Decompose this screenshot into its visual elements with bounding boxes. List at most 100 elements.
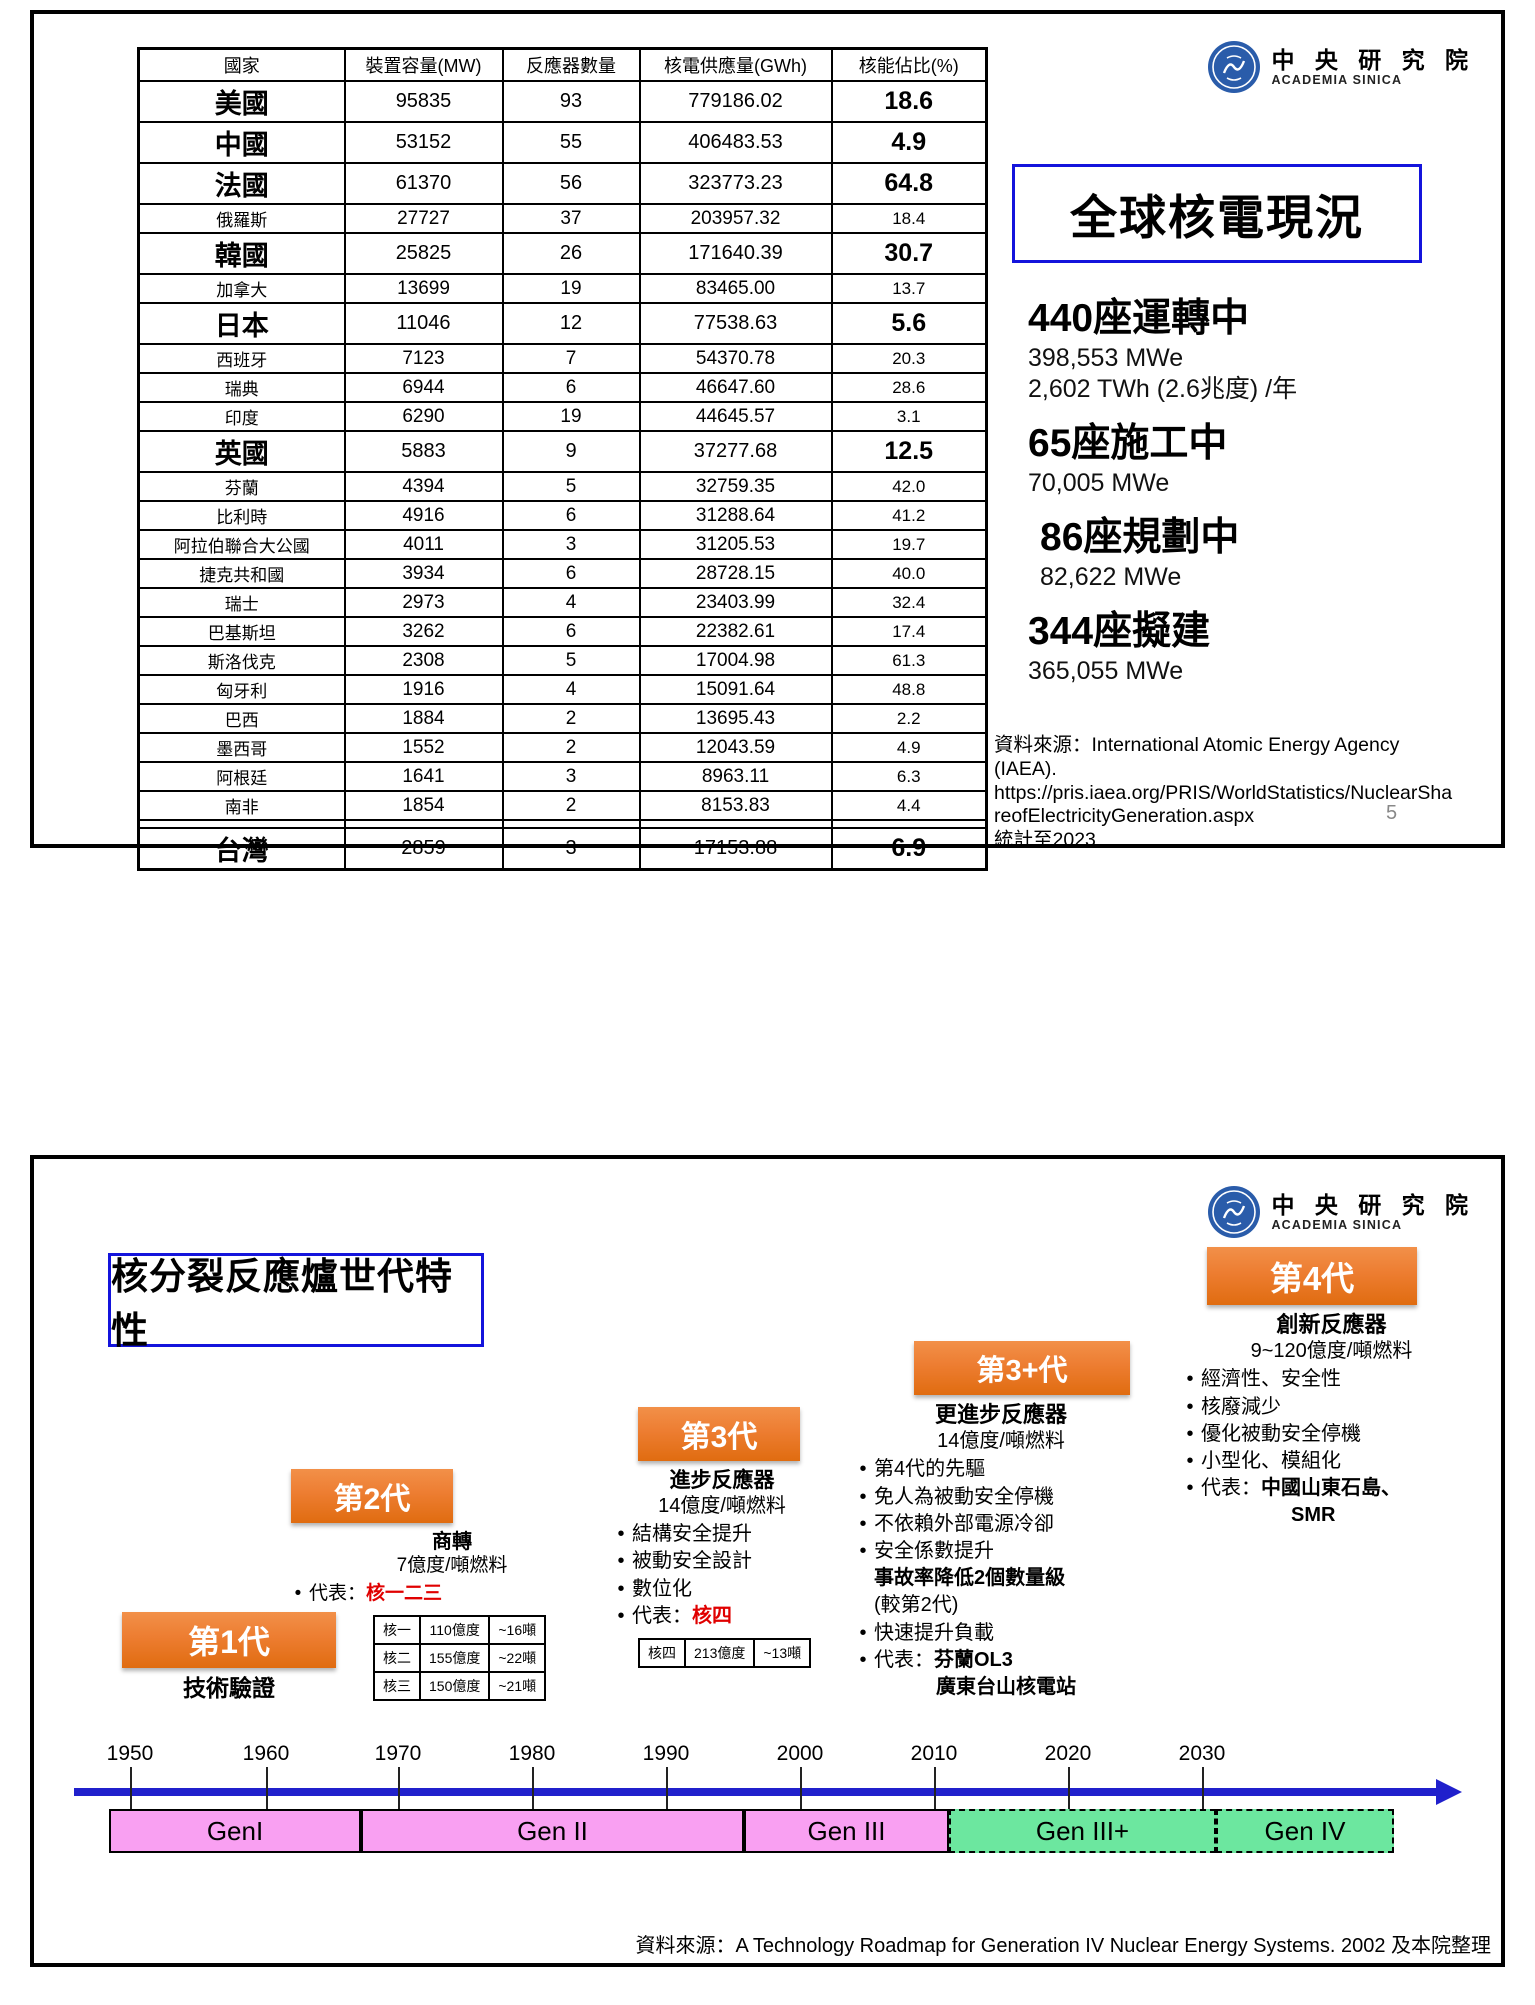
bullet-icon: • bbox=[859, 1512, 867, 1535]
stat-headline: 86座規劃中 bbox=[1040, 516, 1240, 560]
stat-headline: 65座施工中 bbox=[1028, 422, 1228, 466]
table-row: 阿根廷 1641 3 8963.11 6.3 bbox=[137, 761, 988, 792]
table-spacer-row bbox=[137, 819, 988, 829]
cell-country: 瑞士 bbox=[137, 587, 346, 618]
cell-reactors: 93 bbox=[501, 80, 641, 123]
cell-share: 18.6 bbox=[830, 80, 988, 123]
cell-reactors: 3 bbox=[501, 761, 641, 792]
cell-share: 41.2 bbox=[830, 500, 988, 531]
cell-share: 5.6 bbox=[830, 302, 988, 345]
feature-line: • 代表：芬蘭OL3 bbox=[852, 1647, 1150, 1674]
table-row: 巴西 1884 2 13695.43 2.2 bbox=[137, 703, 988, 734]
feature-text: 代表： bbox=[1201, 1477, 1261, 1500]
cell-reactors: 6 bbox=[501, 500, 641, 531]
cell-country: 台灣 bbox=[137, 827, 346, 871]
slide2-title: 核分裂反應爐世代特性 bbox=[108, 1253, 484, 1351]
bullet-icon: • bbox=[1186, 1477, 1194, 1500]
cell-reactors: 2 bbox=[501, 703, 641, 734]
feature-text: 中國山東石島、 bbox=[1261, 1477, 1401, 1500]
feature-line: • 第4代的先驅 bbox=[852, 1456, 1150, 1483]
cell-share: 12.5 bbox=[830, 430, 988, 473]
feature-line: • 代表：核一二三 bbox=[287, 1581, 617, 1607]
cell-country: 中國 bbox=[137, 121, 346, 164]
stat-detail: 82,622 MWe bbox=[1040, 563, 1182, 592]
cell-supply: 15091.64 bbox=[638, 674, 833, 705]
mini-table-cell: 155億度 bbox=[418, 1642, 491, 1673]
column-header: 核電供應量(GWh) bbox=[638, 47, 833, 82]
cell-country: 南非 bbox=[137, 790, 346, 821]
table-row: 日本 11046 12 77538.63 5.6 bbox=[137, 302, 988, 345]
gen-bar: Gen III+ bbox=[949, 1809, 1216, 1853]
table-row: 巴基斯坦 3262 6 22382.61 17.4 bbox=[137, 616, 988, 647]
source-line: https://pris.iaea.org/PRIS/WorldStatisti… bbox=[994, 781, 1453, 804]
reactor-mini-table: 核四 213億度 ~13噸 bbox=[638, 1637, 812, 1668]
cell-share: 40.0 bbox=[830, 558, 988, 589]
generation-fuel-rate: 14億度/噸燃料 bbox=[937, 1430, 1065, 1453]
cell-capacity: 13699 bbox=[343, 273, 504, 304]
cell-supply: 54370.78 bbox=[638, 343, 833, 374]
stat-headline: 440座運轉中 bbox=[1028, 297, 1250, 340]
cell-share: 6.3 bbox=[830, 761, 988, 792]
stat-detail: 365,055 MWe bbox=[1028, 657, 1184, 686]
feature-text: 核一二三 bbox=[366, 1582, 443, 1604]
cell-share: 42.0 bbox=[830, 471, 988, 502]
cell-country: 韓國 bbox=[137, 232, 346, 275]
cell-reactors: 7 bbox=[501, 343, 641, 374]
cell-capacity: 1552 bbox=[343, 732, 504, 763]
cell-supply: 31205.53 bbox=[638, 529, 833, 560]
cell-supply: 8963.11 bbox=[638, 761, 833, 792]
cell-country: 瑞典 bbox=[137, 372, 346, 403]
cell-capacity: 1641 bbox=[343, 761, 504, 792]
spacer-cell bbox=[343, 819, 504, 829]
mini-table-cell: 核四 bbox=[638, 1637, 686, 1668]
page-number: 5 bbox=[1386, 802, 1398, 824]
source-line: 資料來源：International Atomic Energy Agency … bbox=[994, 734, 1400, 780]
generation-column-2: 第2代 商轉 7億度/噸燃料 • 代表：核一二三 核一 110億度 ~16噸 核二 155億度 ~2… bbox=[287, 1469, 617, 1701]
gen-bar: Gen II bbox=[361, 1809, 744, 1853]
cell-share: 4.9 bbox=[830, 732, 988, 763]
feature-text: 小型化、模組化 bbox=[1201, 1449, 1341, 1472]
tick-mark bbox=[1068, 1767, 1070, 1809]
cell-supply: 32759.35 bbox=[638, 471, 833, 502]
cell-supply: 323773.23 bbox=[638, 162, 833, 205]
slide-global-nuclear-status: 中 央 研 究 院 ACADEMIA SINICA 國家 裝置容量(MW) 反應器數… bbox=[30, 10, 1505, 871]
table-row: 墨西哥 1552 2 12043.59 4.9 bbox=[137, 732, 988, 763]
column-header: 國家 bbox=[137, 47, 346, 82]
feature-line: • 安全係數提升 bbox=[852, 1538, 1150, 1565]
feature-text: 代表： bbox=[632, 1604, 692, 1627]
cell-supply: 46647.60 bbox=[638, 372, 833, 403]
tick-mark bbox=[532, 1767, 534, 1809]
cell-supply: 8153.83 bbox=[638, 790, 833, 821]
cell-reactors: 2 bbox=[501, 790, 641, 821]
column-header: 反應器數量 bbox=[501, 47, 641, 82]
feature-line: • 優化被動安全停機 bbox=[1179, 1421, 1484, 1448]
table-row: 芬蘭 4394 5 32759.35 42.0 bbox=[137, 471, 988, 502]
year-label: 1960 bbox=[242, 1742, 290, 1765]
feature-text: 優化被動安全停機 bbox=[1201, 1422, 1361, 1445]
cell-capacity: 11046 bbox=[343, 302, 504, 345]
cell-capacity: 4916 bbox=[343, 500, 504, 531]
cell-capacity: 53152 bbox=[343, 121, 504, 164]
slide2-source-text: 資料來源：A Technology Roadmap for Generation… bbox=[635, 1935, 1491, 1957]
column-header: 裝置容量(MW) bbox=[343, 47, 504, 82]
tick-mark bbox=[130, 1767, 132, 1809]
generation-column-1: 第1代 技術驗證 bbox=[94, 1612, 364, 1703]
feature-line: • 免人為被動安全停機 bbox=[852, 1484, 1150, 1511]
spacer-cell bbox=[830, 819, 988, 829]
cell-country: 墨西哥 bbox=[137, 732, 346, 763]
cell-share: 32.4 bbox=[830, 587, 988, 618]
gen-bar: GenI bbox=[109, 1809, 361, 1853]
mini-table-cell: ~21噸 bbox=[488, 1670, 547, 1701]
feature-text: SMR bbox=[1291, 1504, 1336, 1527]
academia-sinica-logo: 中 央 研 究 院 ACADEMIA SINICA bbox=[1207, 40, 1475, 94]
cell-capacity: 6944 bbox=[343, 372, 504, 403]
feature-line: • 核廢減少 bbox=[1179, 1394, 1484, 1421]
cell-capacity: 27727 bbox=[343, 203, 504, 234]
stat-headline: 344座擬建 bbox=[1028, 610, 1211, 654]
cell-share: 30.7 bbox=[830, 232, 988, 275]
bullet-icon: • bbox=[617, 1577, 625, 1600]
table-row: 韓國 25825 26 171640.39 30.7 bbox=[137, 232, 988, 275]
cell-capacity: 95835 bbox=[343, 80, 504, 123]
cell-country: 日本 bbox=[137, 302, 346, 345]
cell-capacity: 61370 bbox=[343, 162, 504, 205]
